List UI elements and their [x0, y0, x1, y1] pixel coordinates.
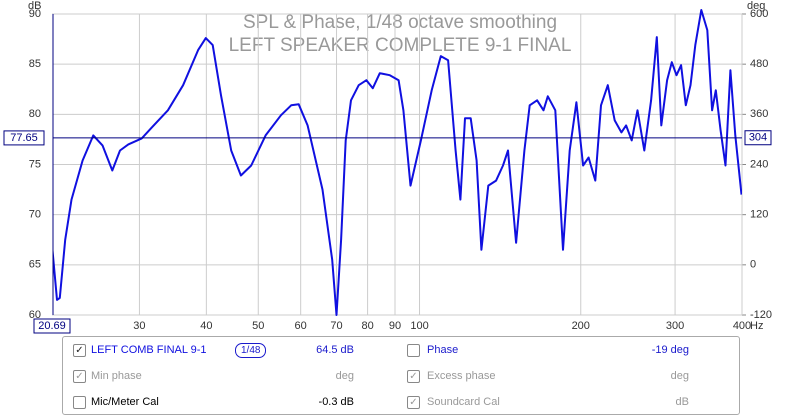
- y-tick-label: 60: [29, 309, 41, 321]
- x-tick-label: 100: [410, 320, 428, 332]
- legend-label: Excess phase: [427, 370, 496, 382]
- checkbox[interactable]: [407, 344, 420, 357]
- legend-value: deg: [670, 370, 689, 382]
- y2-tick-label: 480: [750, 58, 768, 70]
- x-axis-unit: Hz: [750, 320, 763, 332]
- y-tick-label: 80: [29, 108, 41, 120]
- y-tick-label: 75: [29, 158, 41, 170]
- chart-subtitle: LEFT SPEAKER COMPLETE 9-1 FINAL: [229, 35, 572, 56]
- legend-label: Soundcard Cal: [427, 396, 500, 408]
- x-tick-label: 80: [361, 320, 373, 332]
- y-tick-label: 90: [29, 8, 41, 20]
- x-tick-label: 50: [252, 320, 264, 332]
- x-tick-label: 90: [389, 320, 401, 332]
- cursor-x-readout: 20.69: [38, 320, 66, 332]
- cursor-box: [744, 130, 772, 146]
- chart-title: SPL & Phase, 1/48 octave smoothing: [243, 12, 557, 33]
- x-tick-label: 60: [295, 320, 307, 332]
- checkbox[interactable]: ✓: [73, 344, 86, 357]
- legend-value: -0.3 dB: [318, 396, 354, 408]
- chart: SPL & Phase, 1/48 octave smoothing LEFT …: [3, 0, 772, 334]
- legend-label: Mic/Meter Cal: [91, 396, 159, 408]
- y2-tick-label: 120: [750, 209, 768, 221]
- legend-value: deg: [335, 370, 354, 382]
- checkbox: ✓: [407, 370, 420, 383]
- y2-tick-label: 0: [750, 259, 756, 271]
- checkbox: ✓: [73, 370, 86, 383]
- y-axis-unit: dB: [28, 0, 41, 12]
- y2-axis-unit: deg: [747, 0, 765, 12]
- cursor-box: [3, 130, 45, 146]
- legend-value: dB: [675, 396, 689, 408]
- smoothing-badge[interactable]: 1/48: [235, 343, 267, 358]
- x-tick-label: 300: [666, 320, 684, 332]
- x-tick-label: 200: [572, 320, 590, 332]
- y-tick-label: 85: [29, 58, 41, 70]
- y-tick-label: 65: [29, 259, 41, 271]
- legend-value: -19 deg: [651, 344, 689, 356]
- legend-label: LEFT COMB FINAL 9-1: [91, 344, 207, 356]
- checkbox: ✓: [407, 396, 420, 409]
- legend-label: Min phase: [91, 370, 142, 382]
- x-tick-label: 40: [200, 320, 212, 332]
- cursor-y2-readout: 304: [749, 132, 767, 144]
- y2-tick-label: -120: [750, 309, 772, 321]
- y-tick-label: 70: [29, 209, 41, 221]
- spl-line: [53, 9, 742, 316]
- legend-panel: ✓ LEFT COMB FINAL 9-1 64.5 dB ✓ Min phase deg…: [62, 336, 740, 415]
- y2-tick-label: 360: [750, 108, 768, 120]
- x-tick-label: 30: [133, 320, 145, 332]
- x-tick-label: 70: [330, 320, 342, 332]
- cursor-box: [33, 318, 71, 334]
- y2-tick-label: 240: [750, 158, 768, 170]
- legend-label: Phase: [427, 344, 459, 356]
- checkbox[interactable]: [73, 396, 86, 409]
- legend-value: 64.5 dB: [316, 344, 354, 356]
- y2-tick-label: 600: [750, 8, 768, 20]
- cursor-y-readout: 77.65: [10, 132, 38, 144]
- x-tick-label: 400: [733, 320, 751, 332]
